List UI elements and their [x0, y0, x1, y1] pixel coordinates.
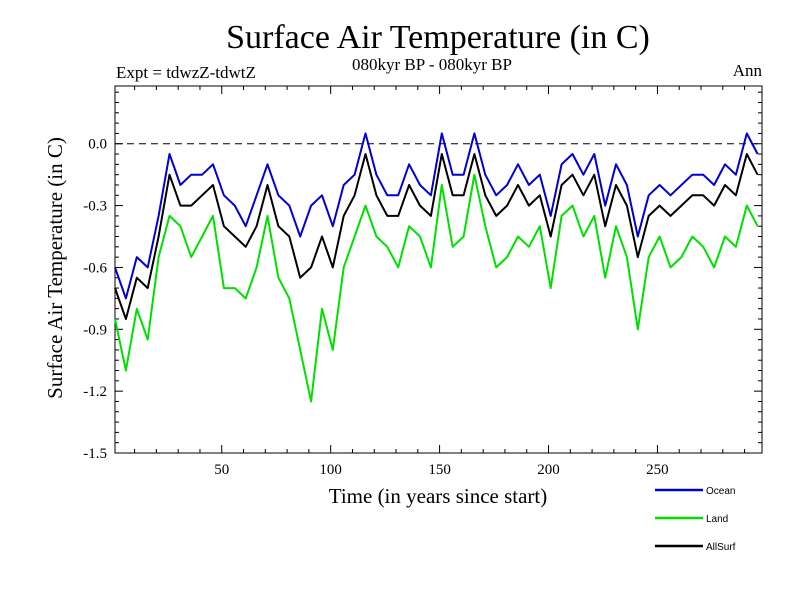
legend: Ocean Land AllSurf	[655, 486, 736, 553]
x-tick-label: 250	[646, 462, 669, 478]
y-tick-label: -0.3	[83, 199, 107, 215]
y-tick-label: -1.2	[83, 384, 107, 400]
chart-subtitle-right: Ann	[733, 61, 763, 80]
chart-subtitle-center: 080kyr BP - 080kyr BP	[352, 55, 512, 74]
legend-label-allsurf: AllSurf	[706, 542, 736, 553]
plot-area: 50 100 150 200 250 -1.5 -1.2 -0.9 -0.6 -0.3 0.0	[83, 85, 763, 478]
series-line-allsurf	[114, 153, 759, 320]
x-tick-label: 100	[319, 462, 342, 478]
x-axis-label: Time (in years since start)	[329, 484, 548, 508]
legend-label-ocean: Ocean	[706, 486, 735, 497]
chart-title: Surface Air Temperature (in C)	[226, 19, 650, 56]
x-tick-label: 150	[428, 462, 451, 478]
x-tick-label: 50	[214, 462, 229, 478]
x-tick-label: 200	[537, 462, 560, 478]
y-tick-label: -0.9	[83, 322, 107, 338]
series-line-land	[114, 173, 759, 403]
legend-label-land: Land	[706, 514, 728, 525]
y-axis-label: Surface Air Temperature (in C)	[43, 137, 67, 399]
y-tick-label: -0.6	[83, 260, 107, 276]
series-line-ocean	[114, 132, 759, 300]
chart-subtitle-left: Expt = tdwzZ-tdwtZ	[116, 63, 256, 82]
y-tick-label: -1.5	[83, 446, 107, 462]
plot-frame	[114, 85, 763, 454]
y-tick-label: 0.0	[88, 137, 107, 153]
